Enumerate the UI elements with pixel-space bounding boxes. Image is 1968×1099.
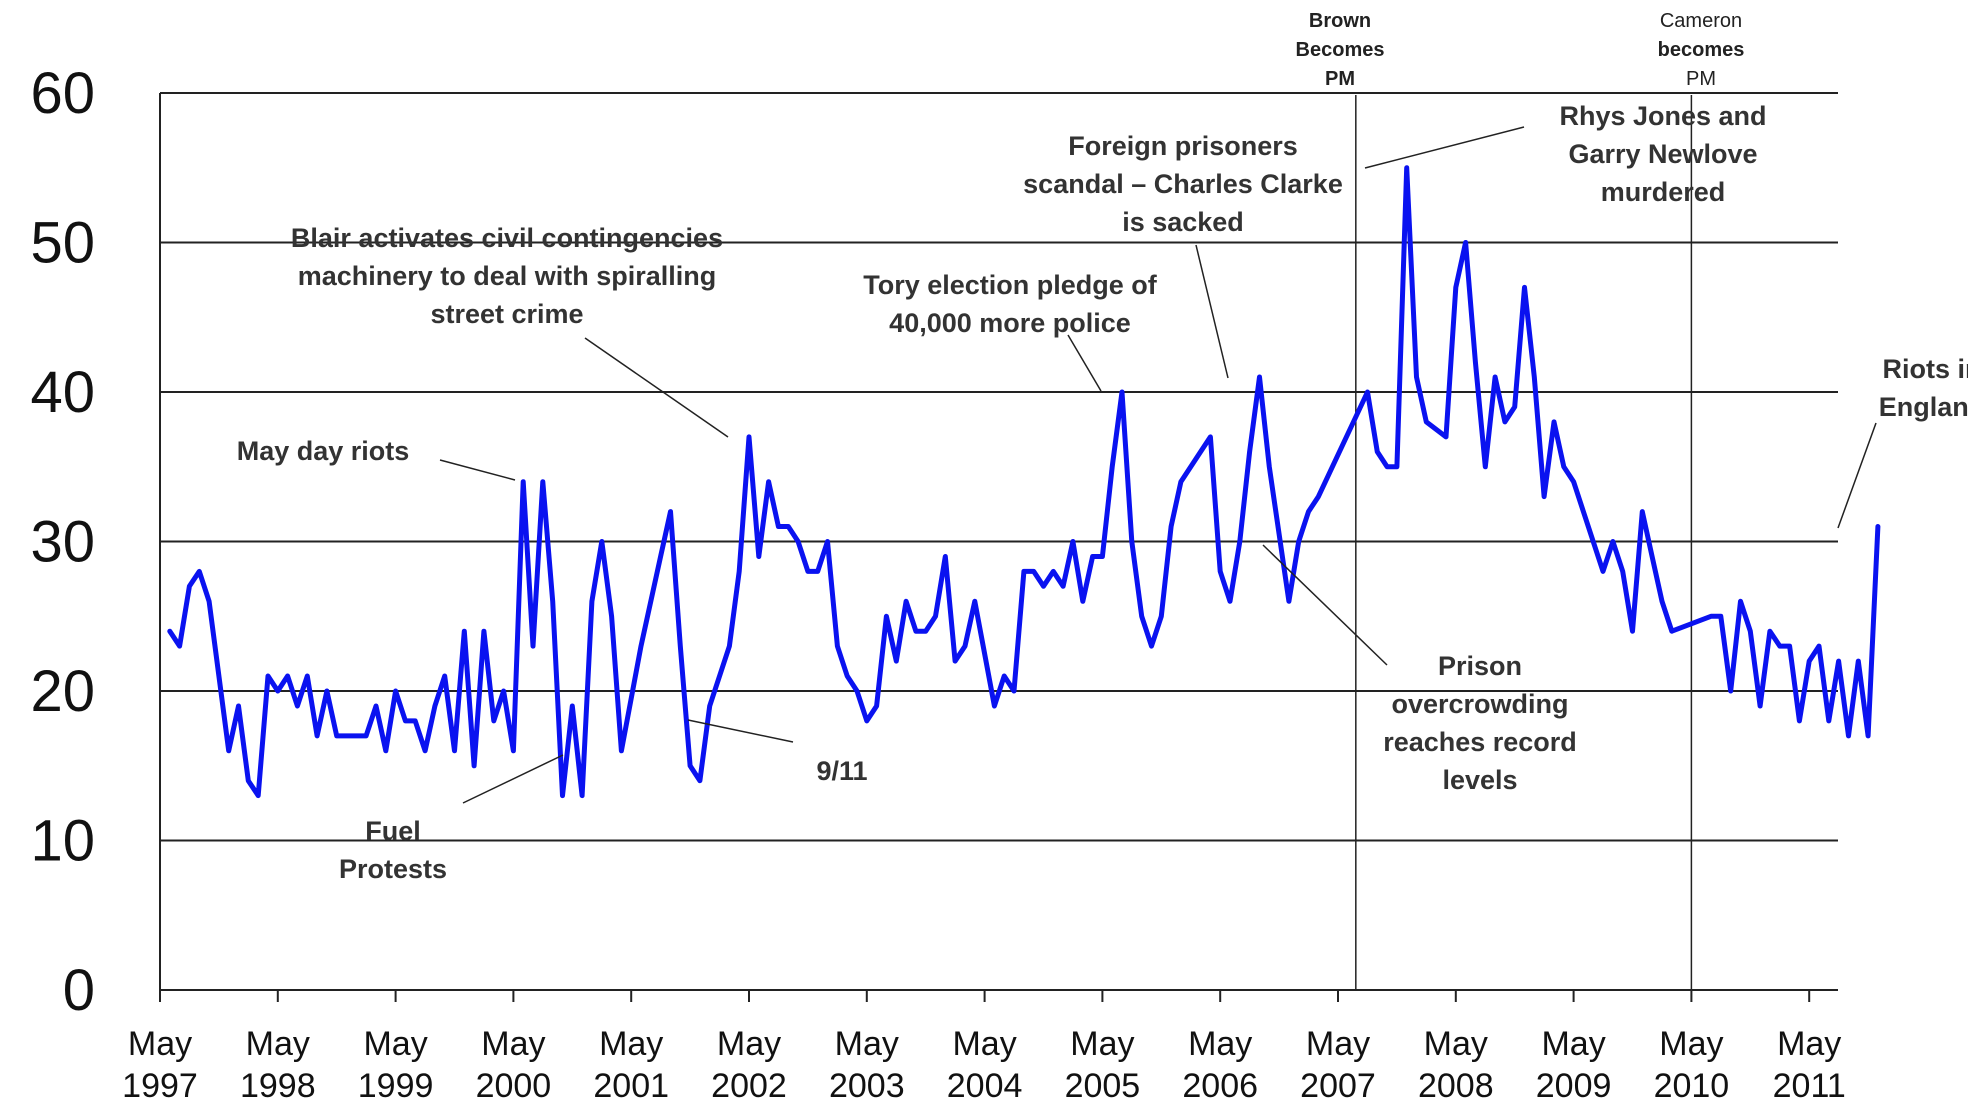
annotation-leader: [439, 459, 516, 481]
x-tick-label-month: May: [599, 1025, 663, 1063]
x-tick-label-month: May: [363, 1025, 427, 1063]
y-tick-label: 10: [30, 809, 95, 874]
y-tick-label: 50: [30, 211, 95, 276]
annotation-may-day: May day riots: [237, 436, 516, 481]
x-tick-label-year: 1997: [122, 1067, 198, 1099]
annotation-riots: Riots in England: [1837, 354, 1968, 529]
annotation-leader: [1067, 334, 1102, 392]
annotation-text: street crime: [430, 299, 583, 329]
annotation-text: 9/11: [816, 756, 867, 786]
x-tick-label-year: 2002: [711, 1067, 787, 1099]
annotation-text: is sacked: [1122, 207, 1244, 237]
x-tick-label-month: May: [1070, 1025, 1134, 1063]
x-tick-label-year: 2001: [593, 1067, 669, 1099]
gridlines: [160, 92, 1838, 842]
annotation-text: murdered: [1601, 177, 1726, 207]
annotation-leader: [584, 337, 729, 438]
x-tick-label-year: 2007: [1300, 1067, 1376, 1099]
annotation-leader: [687, 719, 794, 743]
annotation-text: Foreign prisoners: [1068, 131, 1298, 161]
reference-lines: Brown Becomes PM Cameron becomes PM: [1296, 10, 1745, 990]
annotation-nine-eleven: 9/11: [687, 719, 868, 786]
reference-line-label: PM: [1686, 68, 1716, 90]
y-tick-label: 40: [30, 360, 95, 425]
annotations: May day riots Fuel Protests Blair activates…: [237, 101, 1968, 884]
x-tick-label-year: 2000: [476, 1067, 552, 1099]
annotation-text: Tory election pledge of: [863, 270, 1158, 300]
annotation-text: Garry Newlove: [1568, 139, 1757, 169]
x-tick-label-year: 2011: [1773, 1067, 1846, 1099]
axes: [159, 93, 1838, 1002]
annotation-text: Riots in: [1883, 354, 1968, 384]
x-tick-label-month: May: [1659, 1025, 1723, 1063]
series: [167, 165, 1881, 799]
x-tick-label-month: May: [835, 1025, 899, 1063]
annotation-prison: Prison overcrowding reaches record levels: [1262, 544, 1577, 795]
y-tick-label: 60: [30, 61, 95, 126]
annotation-leader: [1364, 126, 1525, 169]
x-tick-label-month: May: [1424, 1025, 1488, 1063]
reference-line-label: becomes: [1658, 39, 1745, 61]
annotation-text: Prison: [1438, 651, 1522, 681]
x-tick-label-year: 2008: [1418, 1067, 1494, 1099]
annotation-text: Rhys Jones and: [1559, 101, 1766, 131]
annotation-text: levels: [1442, 765, 1517, 795]
annotation-text: Blair activates civil contingencies: [291, 223, 723, 253]
annotation-text: Fuel: [365, 816, 421, 846]
annotation-text: Protests: [339, 854, 447, 884]
y-tick-label: 0: [63, 958, 95, 1023]
reference-line-label: Brown: [1309, 10, 1371, 32]
x-tick-label-month: May: [481, 1025, 545, 1063]
x-tick-label-month: May: [1541, 1025, 1605, 1063]
x-tick-label-month: May: [1777, 1025, 1841, 1063]
x-tick-label-month: May: [128, 1025, 192, 1063]
annotation-leader: [1837, 422, 1877, 529]
annotation-fuel: Fuel Protests: [339, 754, 564, 884]
annotation-leader: [462, 754, 564, 804]
series-line: [167, 165, 1881, 799]
x-tick-label-month: May: [952, 1025, 1016, 1063]
reference-line-label: Becomes: [1296, 39, 1385, 61]
x-tick-label-year: 2006: [1182, 1067, 1258, 1099]
annotation-text: 40,000 more police: [889, 308, 1131, 338]
x-tick-label-month: May: [1306, 1025, 1370, 1063]
annotation-text: overcrowding: [1391, 689, 1568, 719]
x-tick-label-year: 2009: [1536, 1067, 1612, 1099]
y-tick-labels: 0 10 20 30 40 50 60: [30, 61, 95, 1023]
annotation-text: England: [1879, 392, 1968, 422]
x-tick-label-year: 2010: [1654, 1067, 1730, 1099]
annotation-text: May day riots: [237, 436, 410, 466]
x-tick-labels: May 1997 May 1998 May 1999 May 2000 May 2001 May 20…: [122, 1025, 1846, 1099]
annotation-text: scandal – Charles Clarke: [1023, 169, 1343, 199]
x-tick-label-year: 1999: [358, 1067, 434, 1099]
annotation-text: machinery to deal with spiralling: [298, 261, 717, 291]
annotation-rhys: Rhys Jones and Garry Newlove murdered: [1364, 101, 1767, 207]
x-tick-label-month: May: [246, 1025, 310, 1063]
x-tick-label-month: May: [717, 1025, 781, 1063]
annotation-leader: [1195, 244, 1229, 379]
annotation-blair: Blair activates civil contingencies machi…: [291, 223, 729, 438]
x-tick-label-year: 2005: [1065, 1067, 1141, 1099]
annotation-leader: [1262, 544, 1388, 666]
y-tick-label: 20: [30, 659, 95, 724]
reference-line-label: Cameron: [1660, 10, 1742, 32]
y-tick-label: 30: [30, 510, 95, 575]
x-tick-label-year: 1998: [240, 1067, 316, 1099]
annotation-tory: Tory election pledge of 40,000 more polic…: [863, 270, 1158, 392]
x-tick-label-month: May: [1188, 1025, 1252, 1063]
reference-line-label: PM: [1325, 68, 1355, 90]
x-tick-label-year: 2004: [947, 1067, 1023, 1099]
annotation-text: reaches record: [1383, 727, 1577, 757]
x-tick-label-year: 2003: [829, 1067, 905, 1099]
annotation-foreign: Foreign prisoners scandal – Charles Clark…: [1023, 131, 1343, 379]
